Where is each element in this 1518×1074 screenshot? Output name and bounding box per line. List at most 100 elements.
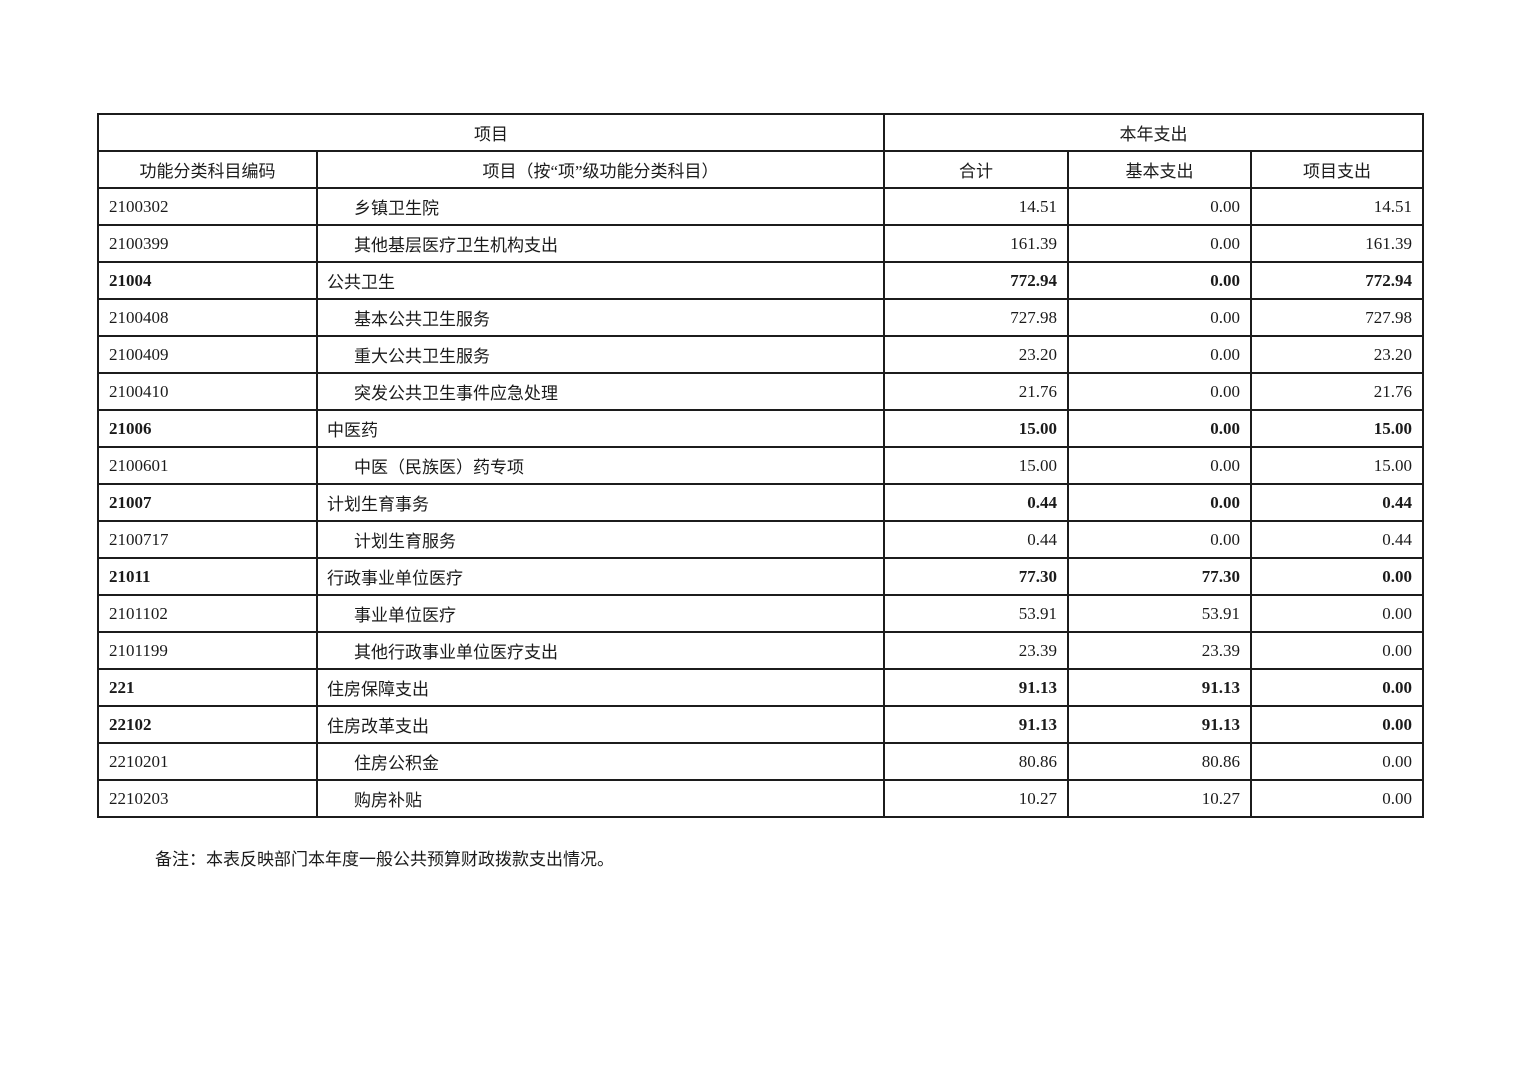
- row-total-value: 53.91: [883, 594, 1069, 633]
- row-project-value: 0.44: [1250, 520, 1424, 559]
- row-project-value: 14.51: [1250, 187, 1424, 226]
- row-basic-value: 0.00: [1067, 483, 1252, 522]
- row-basic-value: 0.00: [1067, 335, 1252, 374]
- row-label: 重大公共卫生服务: [316, 335, 885, 374]
- row-label: 中医（民族医）药专项: [316, 446, 885, 485]
- row-total-value: 80.86: [883, 742, 1069, 781]
- budget-expenditure-table: 项目 本年支出 功能分类科目编码 项目（按“项”级功能分类科目） 合计 基本支出…: [97, 113, 1424, 818]
- table-row: 2101199 其他行政事业单位医疗支出 23.39 23.39 0.00: [97, 631, 1424, 670]
- table-row: 21011 行政事业单位医疗 77.30 77.30 0.00: [97, 557, 1424, 596]
- row-project-value: 0.00: [1250, 631, 1424, 670]
- row-code: 21007: [97, 483, 318, 522]
- row-total-value: 21.76: [883, 372, 1069, 411]
- column-header-project-expenditure: 项目支出: [1250, 150, 1424, 189]
- row-code: 21004: [97, 261, 318, 300]
- table-row: 2100399 其他基层医疗卫生机构支出 161.39 0.00 161.39: [97, 224, 1424, 263]
- row-label: 事业单位医疗: [316, 594, 885, 633]
- row-basic-value: 0.00: [1067, 261, 1252, 300]
- row-basic-value: 91.13: [1067, 668, 1252, 707]
- row-total-value: 161.39: [883, 224, 1069, 263]
- row-total-value: 23.39: [883, 631, 1069, 670]
- column-header-total: 合计: [883, 150, 1069, 189]
- table-row: 221 住房保障支出 91.13 91.13 0.00: [97, 668, 1424, 707]
- row-basic-value: 0.00: [1067, 409, 1252, 448]
- row-basic-value: 91.13: [1067, 705, 1252, 744]
- row-label: 行政事业单位医疗: [316, 557, 885, 596]
- table-row: 2100302 乡镇卫生院 14.51 0.00 14.51: [97, 187, 1424, 226]
- row-label: 住房公积金: [316, 742, 885, 781]
- row-project-value: 0.00: [1250, 779, 1424, 818]
- row-basic-value: 23.39: [1067, 631, 1252, 670]
- row-basic-value: 80.86: [1067, 742, 1252, 781]
- row-code: 221: [97, 668, 318, 707]
- row-code: 2100408: [97, 298, 318, 337]
- row-code: 2101199: [97, 631, 318, 670]
- row-project-value: 161.39: [1250, 224, 1424, 263]
- row-basic-value: 0.00: [1067, 298, 1252, 337]
- row-label: 住房改革支出: [316, 705, 885, 744]
- row-code: 2101102: [97, 594, 318, 633]
- row-basic-value: 0.00: [1067, 187, 1252, 226]
- row-basic-value: 0.00: [1067, 446, 1252, 485]
- row-total-value: 727.98: [883, 298, 1069, 337]
- column-header-item: 项目（按“项”级功能分类科目）: [316, 150, 885, 189]
- column-header-basic-expenditure: 基本支出: [1067, 150, 1252, 189]
- row-label: 其他行政事业单位医疗支出: [316, 631, 885, 670]
- footer-note: 备注：本表反映部门本年度一般公共预算财政拨款支出情况。: [155, 850, 614, 869]
- row-project-value: 0.00: [1250, 742, 1424, 781]
- header-group-row: 项目 本年支出: [97, 113, 1424, 152]
- table-row: 2100410 突发公共卫生事件应急处理 21.76 0.00 21.76: [97, 372, 1424, 411]
- row-code: 2210203: [97, 779, 318, 818]
- table-row: 21006 中医药 15.00 0.00 15.00: [97, 409, 1424, 448]
- row-basic-value: 10.27: [1067, 779, 1252, 818]
- row-label: 住房保障支出: [316, 668, 885, 707]
- table-row: 22102 住房改革支出 91.13 91.13 0.00: [97, 705, 1424, 744]
- row-project-value: 0.00: [1250, 557, 1424, 596]
- row-project-value: 0.00: [1250, 594, 1424, 633]
- header-group-project: 项目: [97, 113, 885, 152]
- row-label: 基本公共卫生服务: [316, 298, 885, 337]
- row-code: 21006: [97, 409, 318, 448]
- row-label: 乡镇卫生院: [316, 187, 885, 226]
- table-row: 2210201 住房公积金 80.86 80.86 0.00: [97, 742, 1424, 781]
- row-label: 计划生育事务: [316, 483, 885, 522]
- row-label: 突发公共卫生事件应急处理: [316, 372, 885, 411]
- row-code: 21011: [97, 557, 318, 596]
- row-label: 中医药: [316, 409, 885, 448]
- row-total-value: 15.00: [883, 409, 1069, 448]
- row-total-value: 23.20: [883, 335, 1069, 374]
- table-row: 2101102 事业单位医疗 53.91 53.91 0.00: [97, 594, 1424, 633]
- row-project-value: 0.00: [1250, 705, 1424, 744]
- row-basic-value: 0.00: [1067, 520, 1252, 559]
- row-code: 2100601: [97, 446, 318, 485]
- row-total-value: 10.27: [883, 779, 1069, 818]
- table-row: 2100409 重大公共卫生服务 23.20 0.00 23.20: [97, 335, 1424, 374]
- row-basic-value: 0.00: [1067, 224, 1252, 263]
- row-total-value: 91.13: [883, 705, 1069, 744]
- row-basic-value: 53.91: [1067, 594, 1252, 633]
- row-basic-value: 0.00: [1067, 372, 1252, 411]
- row-project-value: 23.20: [1250, 335, 1424, 374]
- table-row: 2210203 购房补贴 10.27 10.27 0.00: [97, 779, 1424, 818]
- row-label: 购房补贴: [316, 779, 885, 818]
- row-code: 2100302: [97, 187, 318, 226]
- table-row: 21007 计划生育事务 0.44 0.00 0.44: [97, 483, 1424, 522]
- row-code: 22102: [97, 705, 318, 744]
- table-row: 21004 公共卫生 772.94 0.00 772.94: [97, 261, 1424, 300]
- row-total-value: 772.94: [883, 261, 1069, 300]
- row-label: 计划生育服务: [316, 520, 885, 559]
- table-row: 2100408 基本公共卫生服务 727.98 0.00 727.98: [97, 298, 1424, 337]
- table-row: 2100717 计划生育服务 0.44 0.00 0.44: [97, 520, 1424, 559]
- row-project-value: 0.00: [1250, 668, 1424, 707]
- row-project-value: 727.98: [1250, 298, 1424, 337]
- header-group-current-year-expenditure: 本年支出: [883, 113, 1424, 152]
- row-basic-value: 77.30: [1067, 557, 1252, 596]
- column-header-row: 功能分类科目编码 项目（按“项”级功能分类科目） 合计 基本支出 项目支出: [97, 150, 1424, 189]
- row-project-value: 21.76: [1250, 372, 1424, 411]
- row-code: 2100399: [97, 224, 318, 263]
- row-label: 公共卫生: [316, 261, 885, 300]
- row-project-value: 0.44: [1250, 483, 1424, 522]
- row-code: 2100410: [97, 372, 318, 411]
- row-project-value: 15.00: [1250, 446, 1424, 485]
